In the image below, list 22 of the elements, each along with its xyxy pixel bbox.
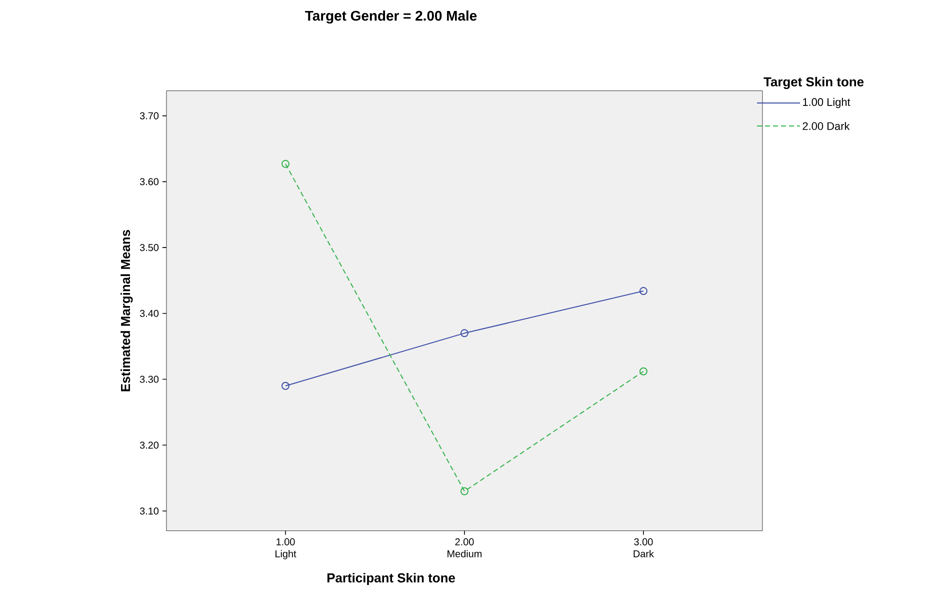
legend-title: Target Skin tone — [764, 76, 864, 90]
point — [460, 487, 468, 496]
y-tick-label: 3.40 — [140, 310, 159, 317]
point — [281, 382, 290, 390]
y-tick-label: 3.10 — [140, 507, 159, 515]
x-axis-title: Participant Skin tone — [327, 572, 455, 586]
legend-label: 2.00 Dark — [802, 122, 850, 130]
y-tick-label: 3.60 — [140, 178, 159, 186]
point — [281, 160, 290, 168]
x-tick-label: 1.00 Light — [275, 538, 296, 560]
legend-label: 1.00 Light — [803, 98, 850, 108]
point — [639, 287, 648, 296]
point — [460, 329, 468, 338]
y-tick-label: 3.30 — [140, 376, 159, 383]
x-tick-label: 2.00 Medium — [448, 538, 482, 558]
y-tick-label: 3.50 — [140, 244, 159, 252]
y-axis-title: Estimated Marginal Means — [120, 230, 133, 392]
chart-title: Target Gender = 2.00 Male — [305, 10, 477, 24]
y-tick-label: 3.20 — [140, 442, 159, 449]
x-tick-label: 3.00 Dark — [634, 538, 654, 558]
point — [639, 367, 648, 376]
y-tick-label: 3.70 — [140, 112, 159, 120]
